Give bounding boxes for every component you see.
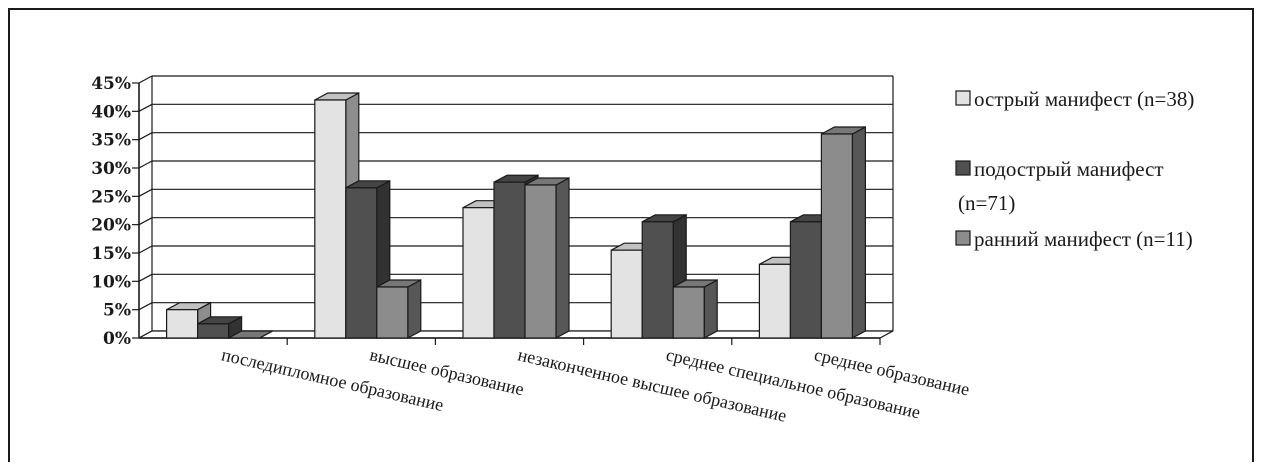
legend-swatch: [955, 160, 971, 176]
y-tick-label: 20%: [91, 216, 131, 236]
bar-front: [462, 207, 495, 339]
bar-front: [524, 184, 557, 339]
bar-front: [641, 221, 674, 339]
bar: [197, 315, 243, 340]
gridline-side: [138, 217, 153, 226]
bar: [820, 125, 867, 340]
y-tick-label: 35%: [91, 131, 131, 151]
y-tick-label: 10%: [91, 272, 131, 292]
legend-item: ранний манифест (n=11): [955, 227, 1193, 251]
legend-label: острый манифест (n=38): [974, 87, 1194, 111]
y-tick-label: 15%: [91, 244, 131, 264]
bar: [524, 176, 570, 340]
bar-side: [703, 278, 718, 340]
bar: [228, 330, 273, 339]
bar-front: [672, 286, 705, 339]
bar-front: [789, 221, 823, 339]
bar-side: [851, 125, 867, 340]
bar-front: [314, 99, 347, 339]
y-tick-label: 30%: [91, 159, 131, 179]
gridline-side: [138, 188, 153, 197]
gridline-side: [138, 245, 153, 254]
y-tick-label: 45%: [91, 74, 131, 94]
bar-top: [228, 330, 273, 339]
legend-item: острый манифест (n=38): [955, 87, 1194, 111]
legend-swatch: [955, 90, 971, 106]
bar-front: [493, 181, 526, 339]
gridline-side: [138, 132, 153, 141]
bar-side: [407, 278, 422, 340]
bar-side: [555, 176, 570, 340]
gridline-side: [138, 103, 153, 112]
bar-front: [820, 133, 854, 339]
chart-frame: [8, 8, 1254, 462]
bars: [166, 91, 867, 340]
x-category-label: среднее специальное образование: [664, 344, 922, 422]
legend: острый манифест (n=38) подострый манифест…: [955, 87, 1194, 251]
x-category-label: незаконченное высшее образование: [516, 344, 788, 425]
legend-label: подострый манифест: [974, 157, 1164, 181]
bar: [672, 278, 718, 340]
legend-label: (n=71): [958, 191, 1015, 215]
y-tick-label: 0%: [103, 329, 131, 349]
bar-front: [345, 187, 378, 339]
bar-front: [197, 323, 230, 339]
y-tick-label: 25%: [91, 187, 131, 207]
bar-front: [610, 249, 643, 339]
bar-front: [376, 286, 409, 339]
legend-swatch: [955, 230, 971, 246]
legend-label: ранний манифест (n=11): [974, 227, 1193, 251]
bar-front: [166, 309, 199, 339]
gridline-side: [138, 302, 153, 311]
y-tick-label: 40%: [91, 102, 131, 122]
bar-front: [758, 263, 792, 339]
gridline-side: [138, 273, 153, 282]
gridline-side: [138, 160, 153, 169]
legend-item: подострый манифест (n=71): [955, 157, 1164, 215]
bar: [376, 278, 422, 340]
y-tick-label: 5%: [103, 301, 131, 321]
gridline-side: [138, 75, 153, 84]
